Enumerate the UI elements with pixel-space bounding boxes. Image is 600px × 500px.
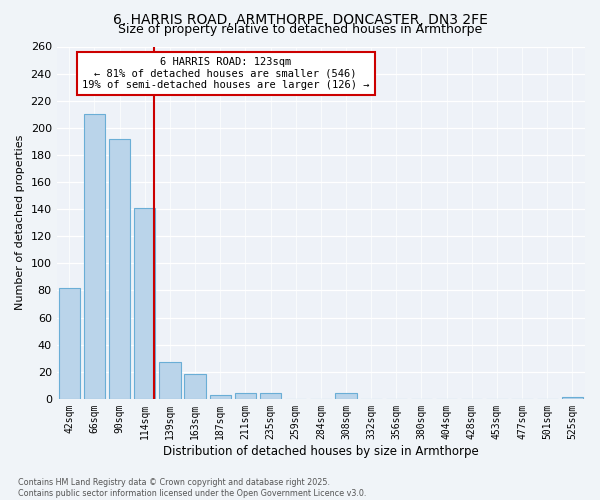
- Text: 6, HARRIS ROAD, ARMTHORPE, DONCASTER, DN3 2FE: 6, HARRIS ROAD, ARMTHORPE, DONCASTER, DN…: [113, 12, 487, 26]
- Bar: [335, 394, 356, 399]
- Text: 6 HARRIS ROAD: 123sqm
← 81% of detached houses are smaller (546)
19% of semi-det: 6 HARRIS ROAD: 123sqm ← 81% of detached …: [82, 57, 370, 90]
- Bar: [109, 138, 130, 399]
- Text: Size of property relative to detached houses in Armthorpe: Size of property relative to detached ho…: [118, 22, 482, 36]
- Bar: [59, 288, 80, 399]
- Bar: [159, 362, 181, 399]
- Bar: [260, 394, 281, 399]
- Bar: [134, 208, 155, 399]
- Text: Contains HM Land Registry data © Crown copyright and database right 2025.
Contai: Contains HM Land Registry data © Crown c…: [18, 478, 367, 498]
- Y-axis label: Number of detached properties: Number of detached properties: [15, 135, 25, 310]
- Bar: [235, 394, 256, 399]
- X-axis label: Distribution of detached houses by size in Armthorpe: Distribution of detached houses by size …: [163, 444, 479, 458]
- Bar: [562, 398, 583, 399]
- Bar: [209, 395, 231, 399]
- Bar: [84, 114, 105, 399]
- Bar: [184, 374, 206, 399]
